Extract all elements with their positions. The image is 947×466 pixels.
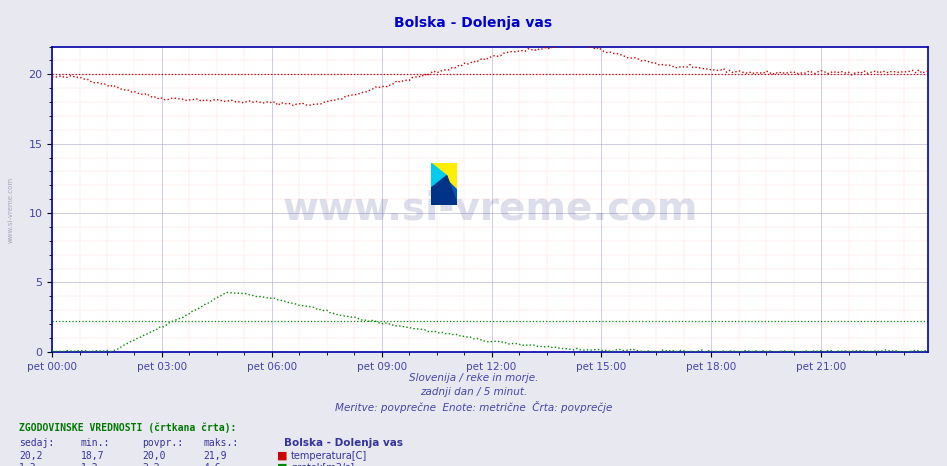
Text: ZGODOVINSKE VREDNOSTI (črtkana črta):: ZGODOVINSKE VREDNOSTI (črtkana črta):	[19, 423, 237, 433]
Text: 4,6: 4,6	[204, 463, 222, 466]
Text: 1,3: 1,3	[19, 463, 37, 466]
Text: zadnji dan / 5 minut.: zadnji dan / 5 minut.	[420, 387, 527, 397]
Text: min.:: min.:	[80, 438, 110, 447]
Text: sedaj:: sedaj:	[19, 438, 54, 447]
Text: temperatura[C]: temperatura[C]	[291, 451, 367, 460]
Text: 18,7: 18,7	[80, 451, 104, 460]
Polygon shape	[431, 163, 447, 188]
Text: Bolska - Dolenja vas: Bolska - Dolenja vas	[395, 16, 552, 30]
Text: Meritve: povprečne  Enote: metrične  Črta: povprečje: Meritve: povprečne Enote: metrične Črta:…	[335, 401, 612, 413]
Text: povpr.:: povpr.:	[142, 438, 183, 447]
Text: www.si-vreme.com: www.si-vreme.com	[282, 189, 698, 227]
Text: Bolska - Dolenja vas: Bolska - Dolenja vas	[284, 438, 403, 447]
Text: pretok[m3/s]: pretok[m3/s]	[291, 463, 354, 466]
Text: 1,2: 1,2	[80, 463, 98, 466]
Polygon shape	[431, 163, 457, 188]
Text: ■: ■	[277, 463, 288, 466]
Text: 20,0: 20,0	[142, 451, 166, 460]
Text: 21,9: 21,9	[204, 451, 227, 460]
Text: 20,2: 20,2	[19, 451, 43, 460]
Text: maks.:: maks.:	[204, 438, 239, 447]
Text: ■: ■	[277, 451, 288, 460]
Text: www.si-vreme.com: www.si-vreme.com	[8, 177, 13, 243]
Polygon shape	[431, 176, 457, 205]
Text: Slovenija / reke in morje.: Slovenija / reke in morje.	[409, 373, 538, 383]
Text: 2,2: 2,2	[142, 463, 160, 466]
